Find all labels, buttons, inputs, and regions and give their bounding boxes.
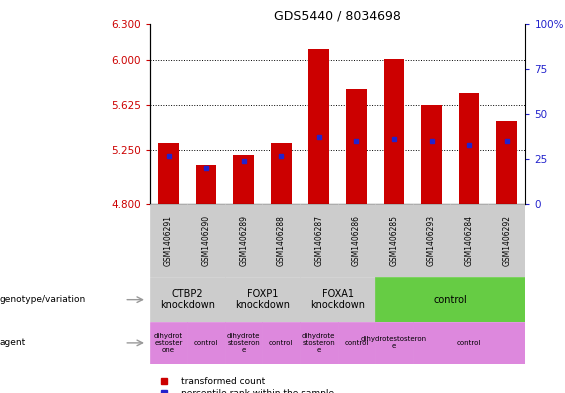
Text: transformed count: transformed count [181,377,265,386]
Bar [375,277,525,322]
Bar [421,105,442,204]
Bar [384,59,405,204]
Text: GSM1406291: GSM1406291 [164,215,173,266]
Bar [225,322,262,364]
Bar [187,322,225,364]
Bar [262,322,300,364]
Text: control: control [194,340,218,346]
Title: GDS5440 / 8034698: GDS5440 / 8034698 [274,9,401,22]
Bar [346,89,367,204]
Text: agent: agent [0,338,26,347]
Bar [187,204,225,277]
Bar [150,322,187,364]
Bar [450,204,488,277]
Text: dihydrotestosteron
e: dihydrotestosteron e [361,336,427,349]
Text: GSM1406287: GSM1406287 [314,215,323,266]
Bar [150,277,225,322]
Bar [233,155,254,204]
Bar [412,322,525,364]
Bar [271,143,292,204]
Bar [300,277,375,322]
Text: control: control [269,340,293,346]
Bar [337,322,375,364]
Text: dihydrote
stosteron
e: dihydrote stosteron e [302,333,336,353]
Bar [158,143,179,204]
Text: FOXP1
knockdown: FOXP1 knockdown [235,289,290,310]
Text: GSM1406286: GSM1406286 [352,215,361,266]
Text: GSM1406289: GSM1406289 [239,215,248,266]
Text: control: control [344,340,368,346]
Bar [300,322,337,364]
Bar [496,121,517,204]
Text: genotype/variation: genotype/variation [0,295,86,304]
Text: dihydrot
estoster
one: dihydrot estoster one [154,333,183,353]
Bar [308,49,329,204]
Text: CTBP2
knockdown: CTBP2 knockdown [160,289,215,310]
Bar [375,322,412,364]
Bar [412,204,450,277]
Text: GSM1406285: GSM1406285 [389,215,398,266]
Text: GSM1406292: GSM1406292 [502,215,511,266]
Text: GSM1406290: GSM1406290 [202,215,211,266]
Bar [150,204,187,277]
Text: GSM1406288: GSM1406288 [277,215,286,266]
Text: dihydrote
stosteron
e: dihydrote stosteron e [227,333,260,353]
Bar [300,204,337,277]
Bar [488,204,525,277]
Text: GSM1406284: GSM1406284 [464,215,473,266]
Bar [459,94,480,204]
Text: control: control [457,340,481,346]
Bar [225,277,300,322]
Text: control: control [433,295,467,305]
Bar [262,204,300,277]
Bar [375,204,412,277]
Text: percentile rank within the sample: percentile rank within the sample [181,389,334,393]
Text: GSM1406293: GSM1406293 [427,215,436,266]
Bar [195,165,216,204]
Bar [225,204,262,277]
Bar [337,204,375,277]
Text: FOXA1
knockdown: FOXA1 knockdown [310,289,365,310]
